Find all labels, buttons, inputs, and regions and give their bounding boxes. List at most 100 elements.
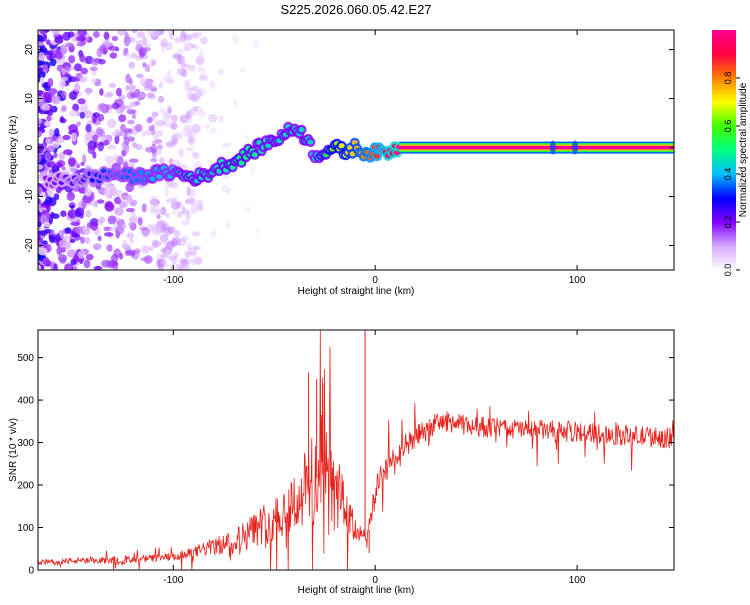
spectrogram-ridge-cell xyxy=(251,152,258,158)
spectrogram-noise-cell xyxy=(196,110,206,117)
spectrogram-noise-cell xyxy=(117,30,127,36)
spectrogram-noise-cell xyxy=(170,201,181,210)
spectrogram-noise-cell xyxy=(192,31,203,37)
spectrogram-noise-cell xyxy=(54,36,64,44)
spectrogram-noise-cell xyxy=(97,235,102,242)
spectrogram-noise-cell xyxy=(92,112,100,118)
spectrogram-noise-cell xyxy=(38,131,43,137)
spectrogram-noise-cell xyxy=(104,93,113,98)
spectrogram-noise-cell xyxy=(58,152,66,161)
spectrogram-noise-cell xyxy=(149,208,157,216)
spectrogram-noise-cell xyxy=(232,99,238,108)
spectrogram-noise-cell xyxy=(126,207,135,213)
spectrogram-y-label: Frequency (Hz) xyxy=(8,116,19,185)
spectrogram-noise-cell xyxy=(198,87,207,97)
spectrogram-noise-cell xyxy=(192,245,198,253)
spectrogram-noise-cell xyxy=(184,79,191,86)
spectrogram-noise-cell xyxy=(68,55,76,64)
spectrogram-noise-cell xyxy=(123,144,130,154)
spectrogram-noise-cell xyxy=(226,188,231,196)
snr-x-ticks: -100 0 100 xyxy=(163,330,586,586)
spectrogram-noise-cell xyxy=(177,210,183,218)
spectrogram-noise-cell xyxy=(38,105,41,111)
spectrogram-noise-cell xyxy=(209,80,216,89)
spectrogram-noise-cell xyxy=(84,227,91,236)
colorbar-gradient xyxy=(712,30,736,270)
spectrogram-noise-cell xyxy=(165,212,170,218)
spectrogram-noise-cell xyxy=(190,43,197,49)
spectrogram-x-tick: 0 xyxy=(372,30,378,286)
spectrogram-noise-cell xyxy=(139,50,145,58)
spectrogram-noise-cell xyxy=(190,93,200,103)
spectrogram-noise-cell xyxy=(173,229,181,237)
spectrogram-noise-cell xyxy=(46,39,51,45)
spectrogram-ridge-cell xyxy=(238,160,245,166)
spectrogram-noise-cell xyxy=(83,259,91,269)
spectrogram-y-tick: 10 xyxy=(24,93,674,104)
spectrogram-noise-cell xyxy=(164,228,173,236)
spectrogram-noise-cell xyxy=(186,129,196,138)
spectrogram-noise-cell xyxy=(109,187,118,196)
spectrogram-noise-cell xyxy=(38,221,42,228)
spectrogram-noise-cell xyxy=(53,152,58,159)
spectrogram-noise-cell xyxy=(104,155,115,162)
spectrogram-noise-cell xyxy=(125,73,131,84)
spectrogram-noise-cell xyxy=(231,35,240,45)
spectrogram-noise-cell xyxy=(47,189,53,197)
spectrogram-noise-cell xyxy=(38,209,41,217)
spectrogram-noise-cell xyxy=(179,258,187,265)
spectrogram-noise-cell xyxy=(82,194,93,204)
spectrogram-noise-cell xyxy=(43,91,52,102)
spectrogram-noise-cell xyxy=(199,73,208,80)
colorbar-tick: 0.8 xyxy=(723,72,740,84)
spectrogram-noise-cell xyxy=(64,263,74,270)
spectrogram-noise-cell xyxy=(191,150,198,157)
spectrogram-noise-cell xyxy=(165,140,175,148)
spectrogram-noise-cell xyxy=(80,161,85,167)
snr-x-tick-label: 100 xyxy=(569,575,586,586)
spectrogram-noise-cell xyxy=(115,189,123,198)
spectrogram-noise-cell xyxy=(111,253,119,263)
spectrogram-noise-cell xyxy=(69,238,76,243)
spectrogram-noise-cell xyxy=(120,103,126,110)
spectrogram-noise-cell xyxy=(162,245,173,256)
spectrogram-noise-cell xyxy=(199,36,208,45)
snr-series-line xyxy=(38,330,674,570)
spectrogram-noise-cell xyxy=(252,39,260,49)
spectrogram-noise-cell xyxy=(99,88,104,96)
spectrogram-noise-cell xyxy=(152,59,157,66)
spectrogram-noise-cell xyxy=(67,209,77,219)
spectrogram-noise-cell xyxy=(152,134,160,140)
spectrogram-noise-cell xyxy=(224,221,231,229)
spectrogram-noise-cell xyxy=(130,211,136,220)
spectrogram-noise-cell xyxy=(42,256,50,266)
spectrogram-noise-cell xyxy=(57,162,63,168)
spectrogram-x-tick: 100 xyxy=(569,30,586,286)
spectrogram-noise-cell xyxy=(148,246,154,252)
spectrogram-noise-cell xyxy=(197,66,205,74)
spectrogram-noise-cell xyxy=(72,103,80,112)
spectrogram-noise-cell xyxy=(127,199,136,203)
snr-y-tick-label: 100 xyxy=(17,523,34,534)
spectrogram-noise-cell xyxy=(150,143,157,154)
spectrogram-noise-cell xyxy=(131,113,137,120)
spectrogram-noise-cell xyxy=(79,212,84,219)
spectrogram-noise-cell xyxy=(90,221,98,231)
spectrogram-noise-cell xyxy=(43,121,52,127)
spectrogram-noise-cell xyxy=(183,124,194,132)
spectrogram-noise-cell xyxy=(75,226,84,235)
spectrogram-noise-cell xyxy=(243,134,250,140)
spectrogram-noise-cell xyxy=(178,148,185,158)
spectrogram-noise-cell xyxy=(150,196,157,206)
snr-x-tick: -100 xyxy=(163,330,184,586)
spectrogram-y-tick: 0 xyxy=(24,144,674,150)
figure-title: S225.2026.060.05.42.E27 xyxy=(280,2,431,17)
spectrogram-noise-cell xyxy=(103,31,110,40)
spectrogram-noise-cell xyxy=(140,257,150,262)
spectrogram-noise-cell xyxy=(188,134,193,144)
spectrogram-noise-cell xyxy=(187,93,197,101)
spectrogram-y-tick-label: 20 xyxy=(24,44,35,56)
spectrogram-noise-cell xyxy=(77,30,87,37)
spectrogram-noise-cell xyxy=(70,77,80,82)
